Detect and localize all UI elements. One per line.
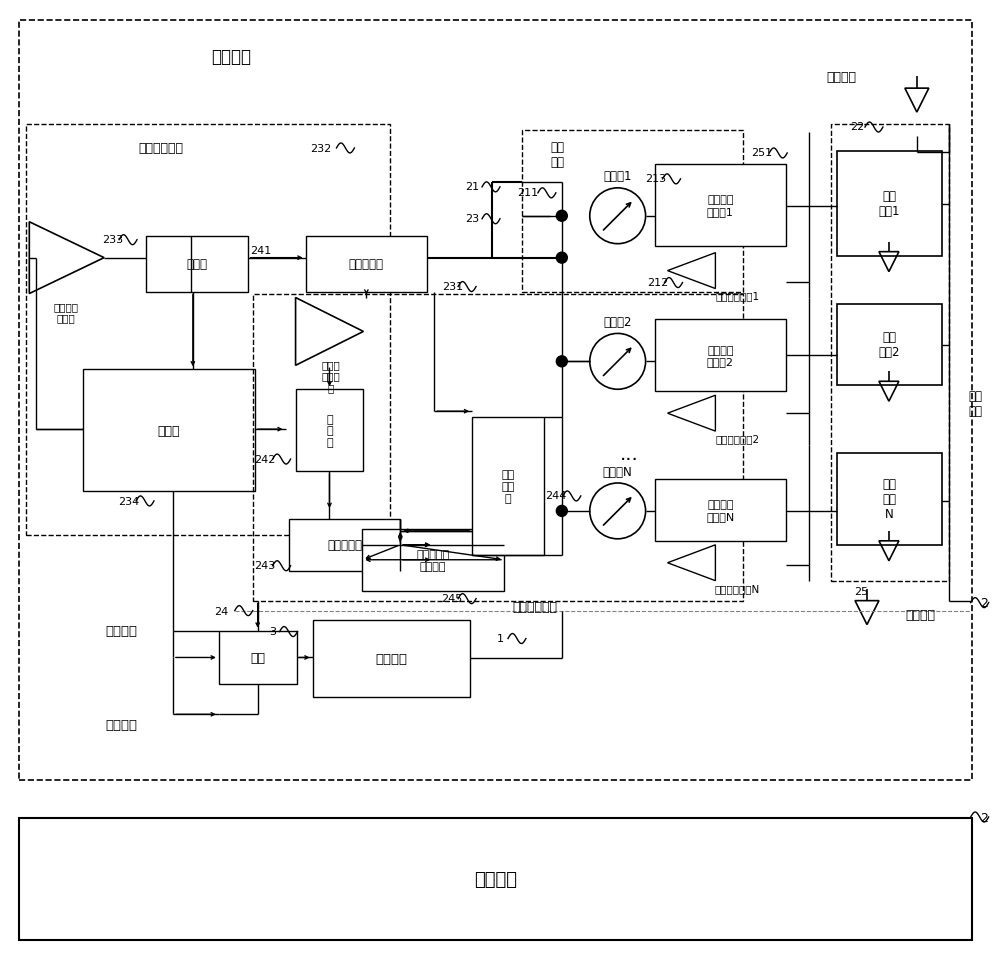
Text: 1: 1 [497, 633, 504, 643]
Text: 第二收发单元: 第二收发单元 [512, 600, 557, 614]
Text: 231: 231 [443, 281, 464, 292]
FancyBboxPatch shape [289, 519, 400, 571]
Text: 相移器1: 相移器1 [603, 171, 632, 183]
Text: 低噪声放大器2: 低噪声放大器2 [715, 434, 759, 444]
FancyBboxPatch shape [837, 152, 942, 256]
Text: 相移器2: 相移器2 [603, 315, 632, 329]
Circle shape [556, 253, 567, 264]
Text: 第三功率
放大器2: 第三功率 放大器2 [707, 345, 734, 367]
Circle shape [556, 356, 567, 368]
Text: 234: 234 [118, 497, 140, 506]
FancyBboxPatch shape [837, 454, 942, 545]
FancyBboxPatch shape [655, 320, 786, 392]
Text: 天线
单元1: 天线 单元1 [879, 190, 900, 218]
FancyBboxPatch shape [837, 304, 942, 386]
Text: 241: 241 [250, 246, 271, 255]
Text: 幅度与相位
感测电路: 幅度与相位 感测电路 [417, 549, 450, 571]
Text: 第三功率
放大器N: 第三功率 放大器N [706, 499, 735, 521]
FancyBboxPatch shape [313, 620, 470, 698]
Text: 23: 23 [465, 213, 479, 224]
Text: 探测天线: 探测天线 [826, 71, 856, 84]
Text: 天线
单元2: 天线 单元2 [879, 331, 900, 359]
FancyBboxPatch shape [219, 631, 297, 684]
Text: 第三功率
放大器1: 第三功率 放大器1 [707, 194, 734, 216]
Text: 第一耦合器: 第一耦合器 [349, 258, 384, 271]
Text: 212: 212 [647, 277, 668, 287]
Text: 25: 25 [854, 586, 868, 596]
Text: 213: 213 [645, 173, 666, 184]
Text: 相移器N: 相移器N [603, 465, 633, 478]
Text: 22: 22 [850, 122, 864, 132]
FancyBboxPatch shape [306, 236, 427, 293]
Text: 2: 2 [980, 597, 988, 610]
Text: 开关: 开关 [250, 651, 265, 664]
Text: 251: 251 [751, 148, 772, 158]
FancyBboxPatch shape [472, 417, 544, 556]
FancyBboxPatch shape [655, 165, 786, 247]
Text: 第一收发单元: 第一收发单元 [138, 142, 183, 155]
FancyBboxPatch shape [655, 479, 786, 541]
Text: ...: ... [620, 444, 639, 463]
Text: 探测天线: 探测天线 [906, 608, 936, 621]
Text: 基带芯片: 基带芯片 [375, 652, 407, 665]
FancyBboxPatch shape [83, 370, 255, 492]
Text: 收发机: 收发机 [158, 424, 180, 437]
FancyBboxPatch shape [19, 818, 972, 940]
Text: 双工器: 双工器 [186, 258, 207, 271]
Text: 功率
分配
器: 功率 分配 器 [501, 470, 515, 503]
Text: 射频模块: 射频模块 [211, 49, 251, 66]
Text: 第二耦合器: 第二耦合器 [327, 538, 362, 552]
Text: 低噪声放大器N: 低噪声放大器N [715, 583, 760, 593]
Text: 天线
单元
N: 天线 单元 N [882, 478, 896, 521]
Text: 2: 2 [980, 811, 988, 823]
Text: 射频模块: 射频模块 [474, 870, 517, 888]
Text: 244: 244 [545, 491, 567, 500]
Text: 隔
离
器: 隔 离 器 [326, 415, 333, 447]
Text: 245: 245 [442, 593, 463, 603]
FancyBboxPatch shape [146, 236, 248, 293]
Text: 3: 3 [269, 626, 276, 636]
Text: 物理链路: 物理链路 [105, 718, 137, 731]
Text: 低噪声放大器1: 低噪声放大器1 [715, 292, 759, 301]
Text: 211: 211 [517, 188, 538, 197]
FancyBboxPatch shape [296, 390, 363, 472]
Circle shape [556, 506, 567, 517]
Text: 233: 233 [103, 234, 124, 244]
Text: 24: 24 [215, 606, 229, 616]
Text: 物理链路: 物理链路 [105, 624, 137, 638]
Text: 天线
通路: 天线 通路 [551, 141, 565, 169]
Text: 242: 242 [254, 455, 275, 464]
Text: 243: 243 [254, 560, 275, 570]
FancyBboxPatch shape [362, 529, 504, 591]
Text: 21: 21 [465, 182, 479, 192]
Circle shape [556, 211, 567, 222]
Text: 232: 232 [310, 144, 331, 153]
Text: 第二功
率放大
器: 第二功 率放大 器 [321, 359, 340, 393]
Text: 天线
阵列: 天线 阵列 [969, 390, 983, 417]
Text: 第一功率
放大器: 第一功率 放大器 [54, 301, 79, 323]
